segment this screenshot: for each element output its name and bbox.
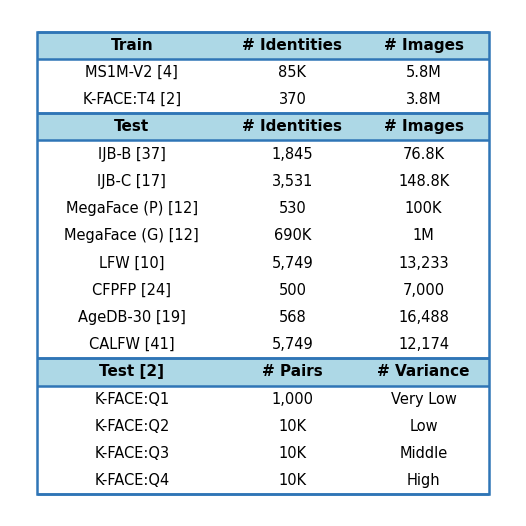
Text: CFPFP [24]: CFPFP [24] bbox=[93, 283, 171, 298]
Text: Train: Train bbox=[110, 38, 153, 53]
Text: 5,749: 5,749 bbox=[271, 337, 313, 352]
Bar bbox=[37, 168, 489, 195]
Bar bbox=[37, 222, 489, 249]
Text: IJB-C [17]: IJB-C [17] bbox=[97, 174, 166, 189]
Text: 1,000: 1,000 bbox=[271, 392, 313, 407]
Bar bbox=[37, 440, 489, 467]
Text: 16,488: 16,488 bbox=[398, 310, 449, 325]
Bar bbox=[37, 113, 489, 140]
Text: MegaFace (G) [12]: MegaFace (G) [12] bbox=[65, 228, 199, 243]
Text: 10K: 10K bbox=[278, 473, 307, 488]
Text: 530: 530 bbox=[279, 201, 306, 216]
Bar bbox=[37, 386, 489, 413]
Bar bbox=[37, 195, 489, 222]
Text: K-FACE:Q1: K-FACE:Q1 bbox=[94, 392, 169, 407]
Text: 7,000: 7,000 bbox=[402, 283, 444, 298]
Text: Middle: Middle bbox=[399, 446, 448, 461]
Text: K-FACE:T4 [2]: K-FACE:T4 [2] bbox=[83, 92, 181, 107]
Text: MegaFace (P) [12]: MegaFace (P) [12] bbox=[66, 201, 198, 216]
Text: 76.8K: 76.8K bbox=[402, 147, 444, 161]
Text: # Pairs: # Pairs bbox=[262, 365, 323, 379]
Text: 3,531: 3,531 bbox=[272, 174, 313, 189]
Bar bbox=[37, 140, 489, 168]
Text: # Images: # Images bbox=[383, 38, 463, 53]
Text: Test: Test bbox=[114, 119, 149, 134]
Text: 370: 370 bbox=[278, 92, 306, 107]
Text: # Identities: # Identities bbox=[242, 119, 342, 134]
Bar bbox=[37, 32, 489, 494]
Text: Low: Low bbox=[409, 419, 438, 434]
Text: 1,845: 1,845 bbox=[271, 147, 313, 161]
Text: 10K: 10K bbox=[278, 419, 307, 434]
Text: # Identities: # Identities bbox=[242, 38, 342, 53]
Bar bbox=[37, 86, 489, 113]
Text: 13,233: 13,233 bbox=[398, 256, 449, 270]
Text: 100K: 100K bbox=[405, 201, 442, 216]
Text: 1M: 1M bbox=[413, 228, 434, 243]
Text: MS1M-V2 [4]: MS1M-V2 [4] bbox=[85, 65, 178, 80]
Text: 5.8M: 5.8M bbox=[406, 65, 441, 80]
Text: K-FACE:Q3: K-FACE:Q3 bbox=[94, 446, 169, 461]
Bar bbox=[37, 331, 489, 358]
Text: K-FACE:Q2: K-FACE:Q2 bbox=[94, 419, 169, 434]
Bar bbox=[37, 413, 489, 440]
Text: 12,174: 12,174 bbox=[398, 337, 449, 352]
Text: 500: 500 bbox=[278, 283, 307, 298]
Text: 3.8M: 3.8M bbox=[406, 92, 441, 107]
Bar bbox=[37, 32, 489, 59]
Text: CALFW [41]: CALFW [41] bbox=[89, 337, 175, 352]
Bar bbox=[37, 467, 489, 494]
Text: K-FACE:Q4: K-FACE:Q4 bbox=[94, 473, 169, 488]
Bar bbox=[37, 249, 489, 277]
Bar bbox=[37, 304, 489, 331]
Bar bbox=[37, 277, 489, 304]
Text: 690K: 690K bbox=[274, 228, 311, 243]
Text: 568: 568 bbox=[279, 310, 306, 325]
Bar bbox=[37, 358, 489, 386]
Text: 85K: 85K bbox=[278, 65, 307, 80]
Text: 148.8K: 148.8K bbox=[398, 174, 449, 189]
Text: AgeDB-30 [19]: AgeDB-30 [19] bbox=[78, 310, 186, 325]
Text: # Images: # Images bbox=[383, 119, 463, 134]
Text: LFW [10]: LFW [10] bbox=[99, 256, 165, 270]
Text: # Variance: # Variance bbox=[377, 365, 470, 379]
Text: High: High bbox=[407, 473, 440, 488]
Text: IJB-B [37]: IJB-B [37] bbox=[98, 147, 166, 161]
Text: Test [2]: Test [2] bbox=[99, 365, 164, 379]
Text: Very Low: Very Low bbox=[391, 392, 457, 407]
Text: 5,749: 5,749 bbox=[271, 256, 313, 270]
Text: 10K: 10K bbox=[278, 446, 307, 461]
Bar bbox=[37, 59, 489, 86]
